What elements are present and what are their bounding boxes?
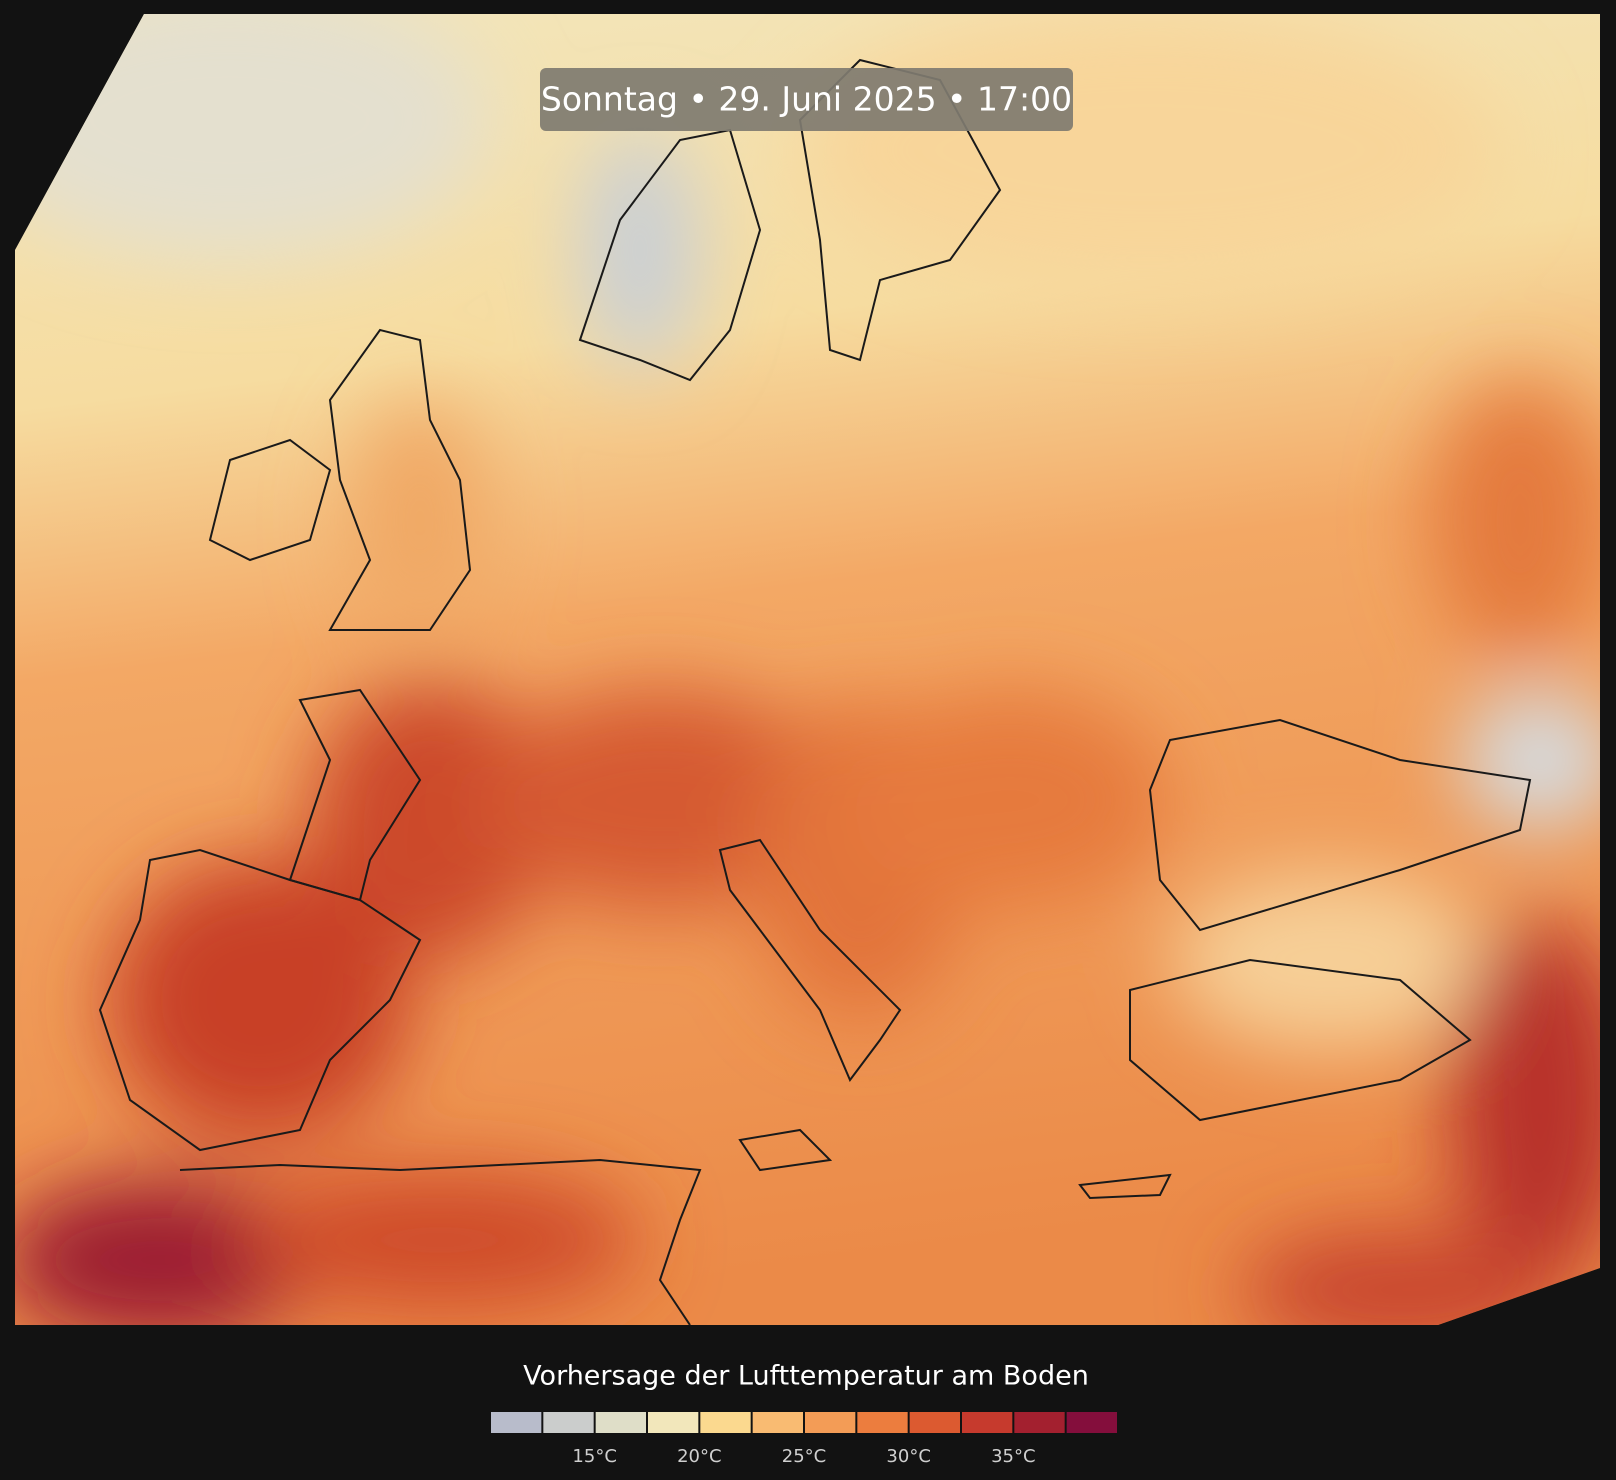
legend-tick-label: 20°C — [677, 1446, 721, 1467]
legend-swatch — [700, 1412, 751, 1433]
timestamp-box — [540, 68, 1073, 131]
legend-tick-label: 25°C — [782, 1446, 826, 1467]
legend-swatch — [857, 1412, 908, 1433]
legend-swatch — [491, 1412, 542, 1433]
coastlines — [98, 58, 1532, 1325]
timestamp: Sonntag • 29. Juni 2025 • 17:00 — [541, 80, 1072, 119]
legend-swatch — [543, 1412, 594, 1433]
legend-swatch — [648, 1412, 699, 1433]
temperature-field — [15, 14, 1600, 1325]
legend-swatch — [595, 1412, 646, 1433]
legend-tick-label: 35°C — [991, 1446, 1035, 1467]
legend-swatch — [909, 1412, 960, 1433]
colorbar: 15°C 20°C 25°C 30°C 35°C — [491, 1412, 1117, 1467]
legend-swatch — [1014, 1412, 1065, 1433]
field-shading — [15, 14, 1600, 1325]
legend-title: Vorhersage der Lufttemperatur am Boden — [523, 1361, 1089, 1392]
legend-swatch — [805, 1412, 856, 1433]
legend-swatch — [752, 1412, 803, 1433]
legend-tick-label: 15°C — [572, 1446, 616, 1467]
legend-swatch — [1066, 1412, 1117, 1433]
legend-tick-label: 30°C — [886, 1446, 930, 1467]
legend-swatch — [962, 1412, 1013, 1433]
